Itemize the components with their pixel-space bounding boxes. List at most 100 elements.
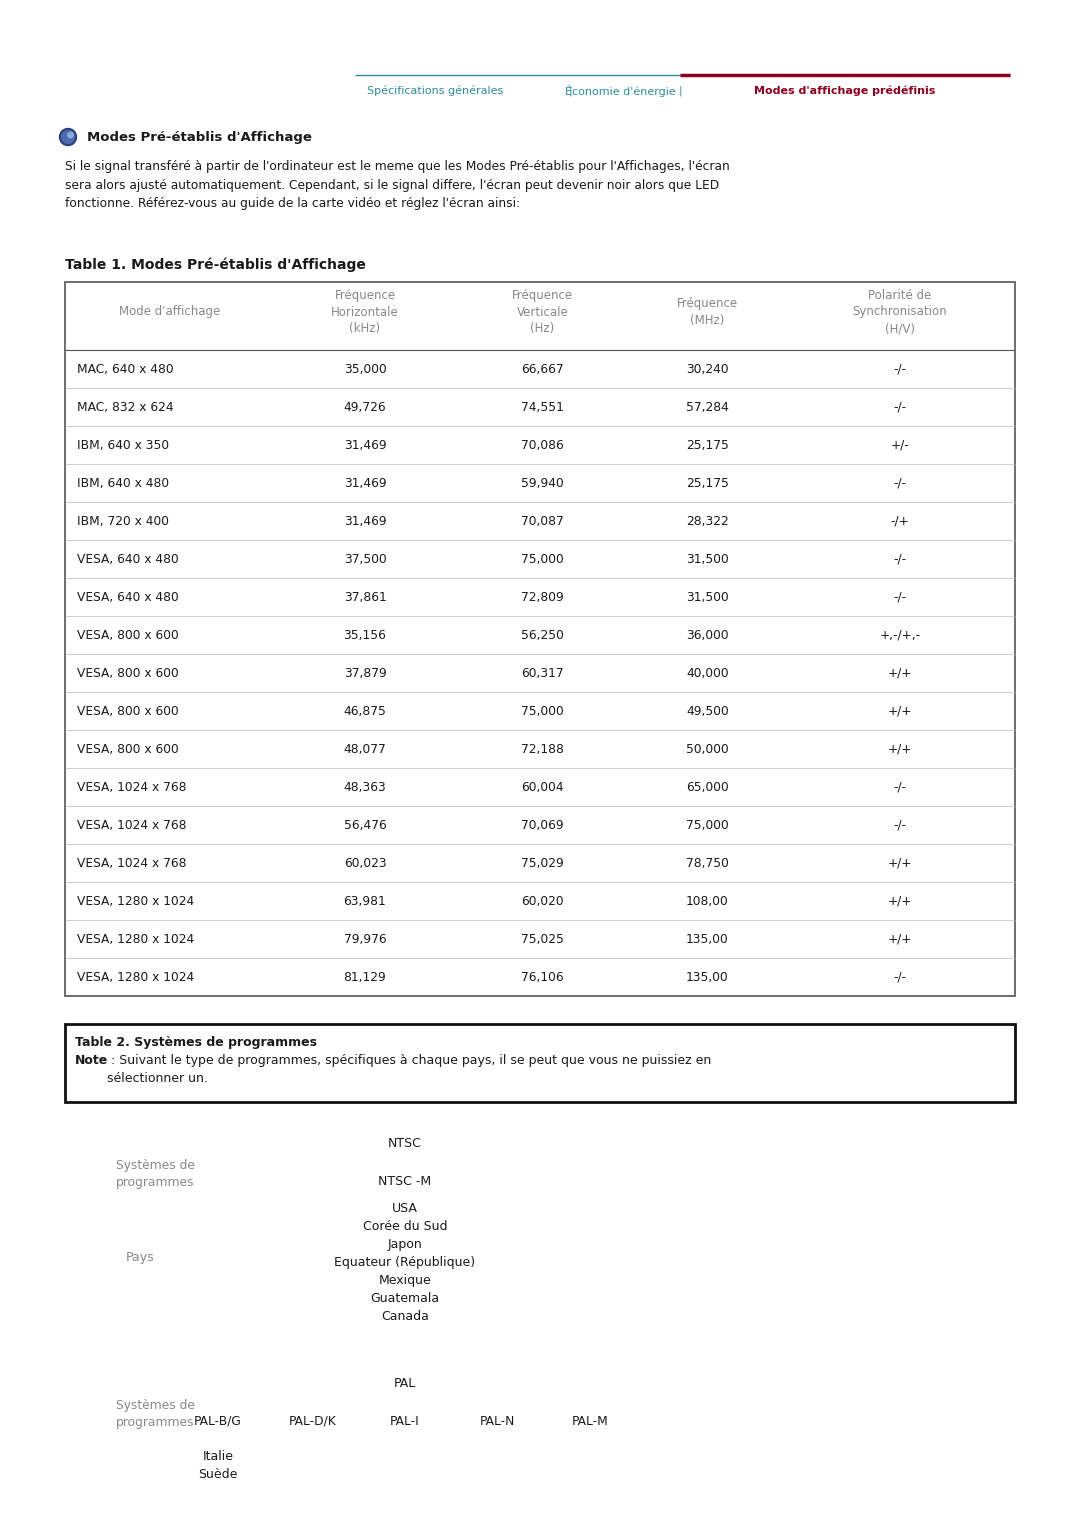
- Text: 35,156: 35,156: [343, 628, 387, 642]
- Text: Fréquence
(MHz): Fréquence (MHz): [677, 298, 738, 327]
- Text: NTSC -M: NTSC -M: [378, 1175, 432, 1187]
- Circle shape: [59, 128, 77, 145]
- Text: 46,875: 46,875: [343, 704, 387, 718]
- Text: 75,000: 75,000: [686, 819, 729, 831]
- Text: Polarité de
Synchronisation
(H/V): Polarité de Synchronisation (H/V): [853, 289, 947, 335]
- Text: -/-: -/-: [893, 553, 906, 565]
- Text: -/-: -/-: [893, 400, 906, 414]
- Text: +/+: +/+: [888, 857, 913, 869]
- Text: -/-: -/-: [893, 970, 906, 984]
- Text: 75,029: 75,029: [522, 857, 564, 869]
- Text: USA
Corée du Sud
Japon
Equateur (République)
Mexique
Guatemala
Canada: USA Corée du Sud Japon Equateur (Républi…: [335, 1203, 475, 1323]
- Text: 63,981: 63,981: [343, 894, 387, 908]
- Text: -/-: -/-: [893, 362, 906, 376]
- Text: 70,087: 70,087: [522, 515, 564, 527]
- Text: 74,551: 74,551: [521, 400, 564, 414]
- Text: 72,809: 72,809: [522, 590, 564, 604]
- Text: |: |: [568, 86, 571, 95]
- Text: 31,469: 31,469: [343, 515, 387, 527]
- Text: +,-/+,-: +,-/+,-: [879, 628, 920, 642]
- Text: +/-: +/-: [891, 439, 909, 451]
- Text: MAC, 640 x 480: MAC, 640 x 480: [77, 362, 174, 376]
- Text: 76,106: 76,106: [522, 970, 564, 984]
- Text: PAL-N: PAL-N: [480, 1415, 515, 1429]
- Text: 60,020: 60,020: [522, 894, 564, 908]
- Text: IBM, 640 x 480: IBM, 640 x 480: [77, 477, 170, 489]
- Text: 135,00: 135,00: [686, 932, 729, 946]
- Text: 66,667: 66,667: [522, 362, 564, 376]
- Text: VESA, 640 x 480: VESA, 640 x 480: [77, 553, 179, 565]
- Text: PAL: PAL: [394, 1377, 416, 1390]
- Text: |: |: [678, 86, 681, 95]
- Text: 48,077: 48,077: [343, 743, 387, 755]
- Bar: [65, 283, 1015, 996]
- Text: 70,069: 70,069: [522, 819, 564, 831]
- Text: VESA, 800 x 600: VESA, 800 x 600: [77, 704, 179, 718]
- Text: 40,000: 40,000: [686, 666, 729, 680]
- Text: 60,004: 60,004: [522, 781, 564, 793]
- Text: Fréquence
Horizontale
(kHz): Fréquence Horizontale (kHz): [332, 289, 399, 335]
- Text: 31,500: 31,500: [686, 590, 729, 604]
- Text: 49,726: 49,726: [343, 400, 387, 414]
- Text: : Suivant le type de programmes, spécifiques à chaque pays, il se peut que vous : : Suivant le type de programmes, spécifi…: [107, 1054, 712, 1085]
- Text: Systèmes de
programmes: Systèmes de programmes: [116, 1400, 194, 1429]
- Text: 25,175: 25,175: [686, 439, 729, 451]
- Text: 79,976: 79,976: [343, 932, 387, 946]
- Text: Table 1. Modes Pré-établis d'Affichage: Table 1. Modes Pré-établis d'Affichage: [65, 258, 366, 272]
- Text: VESA, 800 x 600: VESA, 800 x 600: [77, 666, 179, 680]
- Text: MAC, 832 x 624: MAC, 832 x 624: [77, 400, 174, 414]
- Text: 72,188: 72,188: [521, 743, 564, 755]
- Text: 49,500: 49,500: [686, 704, 729, 718]
- Circle shape: [68, 133, 73, 138]
- Text: 60,023: 60,023: [343, 857, 387, 869]
- Text: Modes d'affichage prédéfinis: Modes d'affichage prédéfinis: [754, 86, 935, 95]
- Text: -/-: -/-: [893, 819, 906, 831]
- Text: Fréquence
Verticale
(Hz): Fréquence Verticale (Hz): [512, 289, 573, 335]
- Text: 75,025: 75,025: [521, 932, 564, 946]
- Text: PAL-I: PAL-I: [390, 1415, 420, 1429]
- Text: VESA, 1280 x 1024: VESA, 1280 x 1024: [77, 970, 194, 984]
- Text: VESA, 1024 x 768: VESA, 1024 x 768: [77, 819, 187, 831]
- Text: VESA, 800 x 600: VESA, 800 x 600: [77, 628, 179, 642]
- Text: VESA, 1280 x 1024: VESA, 1280 x 1024: [77, 894, 194, 908]
- Text: -/+: -/+: [891, 515, 909, 527]
- Text: 50,000: 50,000: [686, 743, 729, 755]
- Text: 70,086: 70,086: [522, 439, 564, 451]
- Text: 37,861: 37,861: [343, 590, 387, 604]
- Text: +/+: +/+: [888, 743, 913, 755]
- Text: VESA, 1024 x 768: VESA, 1024 x 768: [77, 781, 187, 793]
- Text: 60,317: 60,317: [522, 666, 564, 680]
- Text: 56,250: 56,250: [521, 628, 564, 642]
- Text: 37,879: 37,879: [343, 666, 387, 680]
- Text: Modes Pré-établis d'Affichage: Modes Pré-établis d'Affichage: [87, 130, 312, 144]
- Text: Économie d'énergie: Économie d'énergie: [565, 86, 675, 96]
- Text: Spécifications générales: Spécifications générales: [367, 86, 503, 95]
- Text: +/+: +/+: [888, 666, 913, 680]
- Text: Note: Note: [75, 1054, 108, 1067]
- Text: 78,750: 78,750: [686, 857, 729, 869]
- Text: 31,500: 31,500: [686, 553, 729, 565]
- Text: 75,000: 75,000: [522, 704, 564, 718]
- Circle shape: [62, 130, 75, 144]
- Text: PAL-D/K: PAL-D/K: [289, 1415, 337, 1429]
- Text: 36,000: 36,000: [686, 628, 729, 642]
- Text: +/+: +/+: [888, 894, 913, 908]
- Text: 57,284: 57,284: [686, 400, 729, 414]
- Bar: [65, 1024, 1015, 1102]
- Text: 37,500: 37,500: [343, 553, 387, 565]
- Text: PAL-M: PAL-M: [571, 1415, 608, 1429]
- Text: 28,322: 28,322: [686, 515, 729, 527]
- Text: -/-: -/-: [893, 590, 906, 604]
- Text: VESA, 800 x 600: VESA, 800 x 600: [77, 743, 179, 755]
- Text: PAL-B/G: PAL-B/G: [194, 1415, 242, 1429]
- Text: 31,469: 31,469: [343, 439, 387, 451]
- Text: -/-: -/-: [893, 477, 906, 489]
- Text: IBM, 720 x 400: IBM, 720 x 400: [77, 515, 168, 527]
- Text: VESA, 1024 x 768: VESA, 1024 x 768: [77, 857, 187, 869]
- Text: 81,129: 81,129: [343, 970, 387, 984]
- Text: 48,363: 48,363: [343, 781, 387, 793]
- Text: NTSC: NTSC: [388, 1137, 422, 1151]
- Text: 135,00: 135,00: [686, 970, 729, 984]
- Text: Systèmes de
programmes: Systèmes de programmes: [116, 1160, 194, 1189]
- Text: -/-: -/-: [893, 781, 906, 793]
